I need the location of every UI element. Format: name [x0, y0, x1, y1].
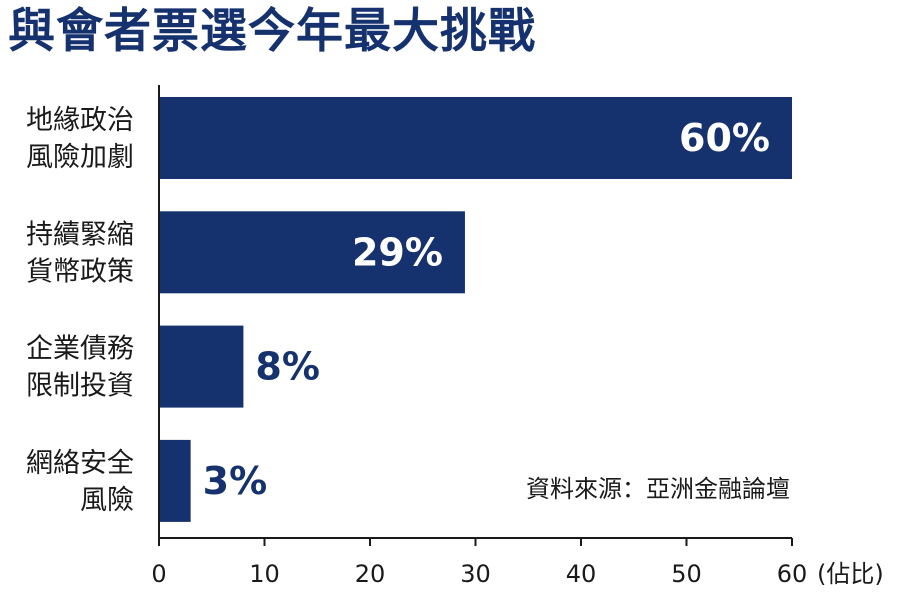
category-label-4-line-1: 網絡安全: [26, 448, 134, 479]
x-ticks: 0 10 20 30 40 50 60: [151, 538, 807, 588]
category-label-2-line-1: 持續緊縮: [26, 219, 134, 250]
chart-title: 與會者票選今年最大挑戰: [8, 4, 536, 59]
x-tick-label-50: 50: [671, 560, 702, 588]
bar-1: [159, 97, 792, 179]
bars-layer: 60% 29% 8% 3%: [159, 97, 792, 522]
category-label-4-line-2: 風險: [80, 485, 134, 516]
x-tick-label-40: 40: [566, 560, 597, 588]
category-label-1-line-2: 風險加劇: [26, 142, 134, 173]
source-note: 資料來源：亞洲金融論壇: [526, 475, 790, 503]
category-label-1-line-1: 地緣政治: [26, 105, 134, 136]
x-tick-label-10: 10: [249, 560, 280, 588]
category-label-3-line-1: 企業債務: [26, 334, 134, 365]
x-tick-label-60: 60: [777, 560, 808, 588]
category-label-3-line-2: 限制投資: [26, 371, 134, 402]
x-tick-label-20: 20: [355, 560, 386, 588]
bar-value-label-3: 8%: [255, 345, 320, 389]
bar-3: [159, 325, 244, 408]
category-label-2-line-2: 貨幣政策: [26, 256, 134, 287]
bar-value-label-4: 3%: [203, 459, 268, 503]
bar-2: [159, 211, 465, 294]
bar-4: [159, 439, 191, 522]
bar-value-label-2: 29%: [352, 230, 443, 274]
bar-value-label-1: 60%: [679, 116, 770, 160]
x-tick-label-0: 0: [151, 560, 166, 588]
x-tick-label-30: 30: [460, 560, 491, 588]
x-axis-unit-label: (佔比): [817, 560, 884, 588]
